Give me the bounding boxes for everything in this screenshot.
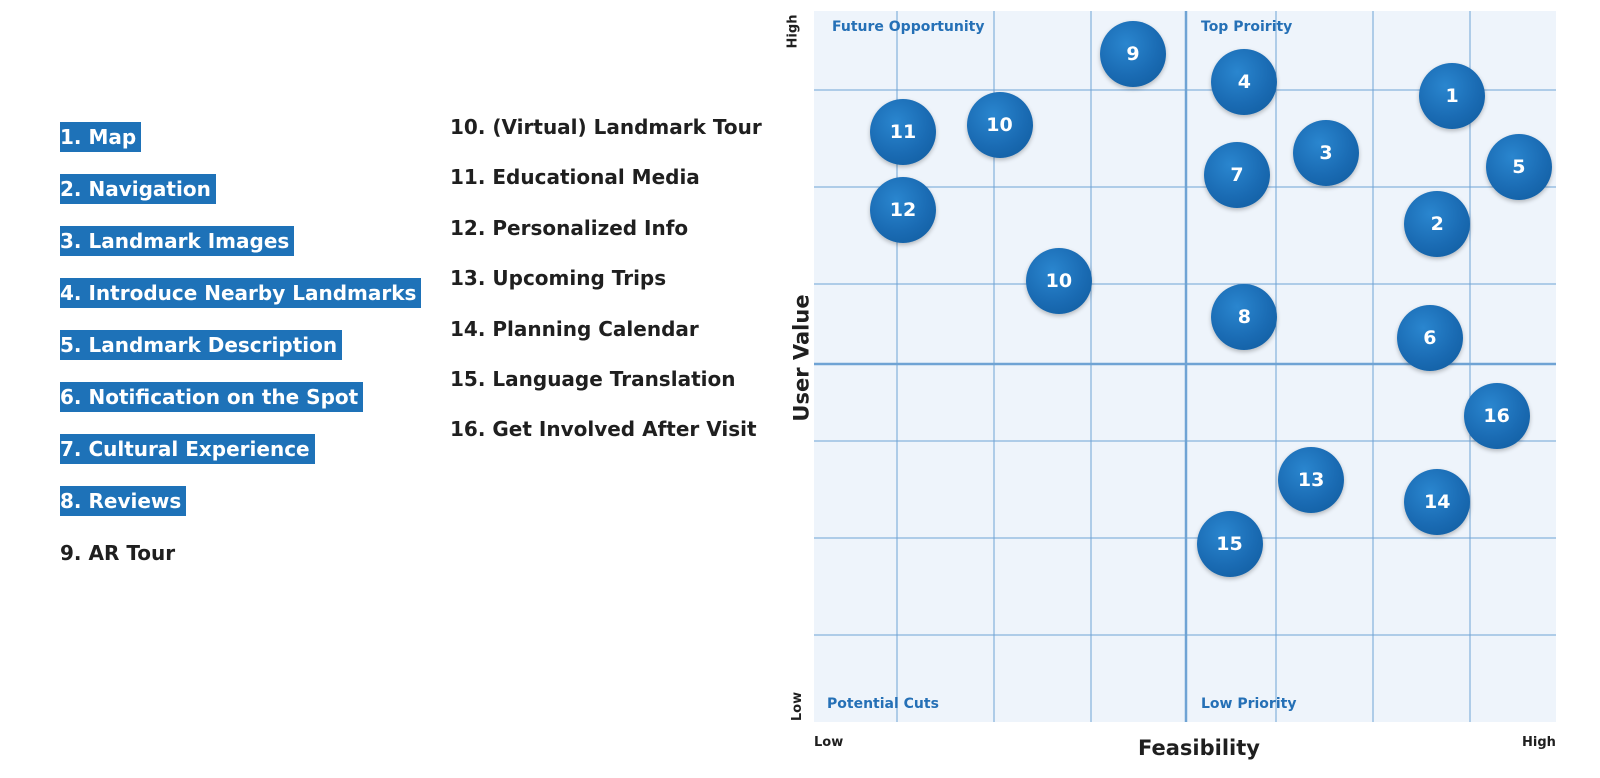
x-axis-high-label: High <box>1522 735 1556 750</box>
feature-label: 1. Map <box>60 122 142 152</box>
feature-label: 10. (Virtual) Landmark Tour <box>450 115 762 139</box>
feature-bubble: 8 <box>1211 283 1278 350</box>
feature-label: 5. Landmark Description <box>60 330 343 360</box>
feature-label: 9. AR Tour <box>60 541 176 565</box>
x-axis-title: Feasibility <box>1138 736 1260 760</box>
feature-list-left: 1. Map 2. Navigation 3. Landmark Images 4. … <box>60 122 422 590</box>
feature-bubble: 13 <box>1278 447 1345 514</box>
feature-bubble: 4 <box>1211 49 1278 116</box>
feature-bubble: 3 <box>1292 120 1359 187</box>
quadrant-label-future-opportunity: Future Opportunity <box>832 19 985 35</box>
feature-bubble: 7 <box>1203 141 1270 208</box>
feature-item: 15. Language Translation <box>450 364 762 414</box>
feature-item: 6. Notification on the Spot <box>60 382 421 434</box>
feature-item: 9. AR Tour <box>60 538 421 590</box>
feature-bubble: 10 <box>966 91 1033 158</box>
quadrant-label-potential-cuts: Potential Cuts <box>827 696 939 712</box>
feature-bubble: 16 <box>1463 383 1530 450</box>
feature-list-right: 10. (Virtual) Landmark Tour 11. Education… <box>450 112 762 465</box>
feature-item: 16. Get Involved After Visit <box>450 414 762 464</box>
feature-label: 16. Get Involved After Visit <box>450 417 757 442</box>
feature-item: 10. (Virtual) Landmark Tour <box>450 112 762 162</box>
feature-label: 11. Educational Media <box>450 165 700 190</box>
matrix-grid <box>814 11 1556 722</box>
feature-item: 12. Personalized Info <box>450 213 762 263</box>
feature-label: 4. Introduce Nearby Landmarks <box>60 278 422 308</box>
feature-item: 8. Reviews <box>60 486 421 538</box>
y-axis-high-label: High <box>785 14 801 49</box>
feature-item: 7. Cultural Experience <box>60 434 421 486</box>
feature-item: 4. Introduce Nearby Landmarks <box>60 278 422 330</box>
feature-label: 15. Language Translation <box>450 366 736 391</box>
feature-item: 13. Upcoming Trips <box>450 263 762 313</box>
feature-bubble: 14 <box>1404 468 1471 535</box>
y-axis-title: User Value <box>789 294 814 422</box>
feature-bubble: 10 <box>1025 248 1092 315</box>
feature-label: 2. Navigation <box>60 174 216 204</box>
feature-label: 13. Upcoming Trips <box>450 266 667 291</box>
feature-label: 14. Planning Calendar <box>450 316 699 341</box>
feature-item: 11. Educational Media <box>450 162 762 212</box>
feature-item: 1. Map <box>60 122 421 174</box>
quadrant-label-low-priority: Low Priority <box>1201 696 1297 712</box>
feature-bubble: 2 <box>1404 191 1471 258</box>
quadrant-label-top-priority: Top Proirity <box>1201 19 1293 35</box>
feature-bubble: 1 <box>1419 63 1486 130</box>
feature-item: 14. Planning Calendar <box>450 314 762 364</box>
feature-item: 2. Navigation <box>60 174 421 226</box>
x-axis-low-label: Low <box>814 735 844 750</box>
feature-bubble: 6 <box>1396 305 1463 372</box>
feature-label: 7. Cultural Experience <box>60 434 315 464</box>
feature-item: 5. Landmark Description <box>60 330 421 382</box>
feature-label: 3. Landmark Images <box>60 226 295 256</box>
feature-bubble: 12 <box>870 177 937 244</box>
feature-bubble: 5 <box>1485 134 1552 201</box>
feature-label: 8. Reviews <box>60 486 187 516</box>
feature-label: 12. Personalized Info <box>450 215 689 240</box>
y-axis-low-label: Low <box>790 691 806 722</box>
feature-item: 3. Landmark Images <box>60 226 421 278</box>
feature-label: 6. Notification on the Spot <box>60 382 364 412</box>
feature-bubble: 9 <box>1100 20 1167 87</box>
feature-bubble: 15 <box>1196 511 1263 578</box>
feature-bubble: 11 <box>870 98 937 165</box>
